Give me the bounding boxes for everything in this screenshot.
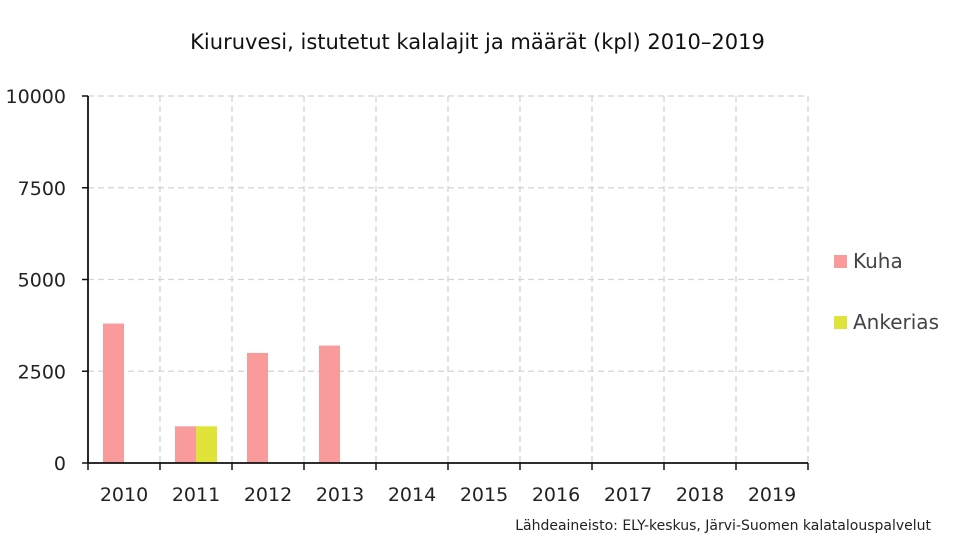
x-tick-label-2013: 2013 bbox=[316, 484, 364, 506]
gridlines bbox=[88, 95, 809, 463]
y-tick-label-3: 7500 bbox=[18, 178, 66, 200]
bar-kuha-2013 bbox=[319, 345, 340, 463]
legend-label-ankerias: Ankerias bbox=[853, 310, 939, 334]
bar-kuha-2011 bbox=[175, 426, 196, 463]
bars bbox=[103, 323, 340, 463]
bar-kuha-2012 bbox=[247, 352, 268, 463]
x-tick-label-2011: 2011 bbox=[172, 484, 220, 506]
x-tick-label-2010: 2010 bbox=[100, 484, 148, 506]
legend-item-kuha: Kuha bbox=[834, 249, 903, 273]
x-tick-label-2019: 2019 bbox=[748, 484, 796, 506]
x-tick-label-2017: 2017 bbox=[604, 484, 652, 506]
legend-swatch-kuha bbox=[834, 254, 847, 268]
tick-labels: 0 2500 5000 7500 10000 2010 2011 2012 2013 2014 20… bbox=[6, 86, 797, 506]
source-note: Lähdeaineisto: ELY-keskus, Järvi-Suomen … bbox=[515, 518, 931, 534]
y-tick-label-2: 5000 bbox=[18, 270, 66, 292]
x-tick-label-2018: 2018 bbox=[676, 484, 724, 506]
x-tick-label-2014: 2014 bbox=[388, 484, 436, 506]
y-tick-label-4: 10000 bbox=[6, 86, 66, 108]
x-tick-label-2012: 2012 bbox=[244, 484, 292, 506]
x-tick-label-2015: 2015 bbox=[460, 484, 508, 506]
bar-kuha-2010 bbox=[103, 323, 124, 463]
y-tick-label-0: 0 bbox=[54, 453, 66, 475]
y-tick-label-1: 2500 bbox=[18, 361, 66, 383]
legend-swatch-ankerias bbox=[834, 315, 847, 329]
legend-label-kuha: Kuha bbox=[853, 249, 903, 273]
chart-title: Kiuruvesi, istutetut kalalajit ja määrät… bbox=[190, 30, 765, 54]
legend-item-ankerias: Ankerias bbox=[834, 310, 939, 334]
bar-ankerias-2011 bbox=[196, 426, 217, 463]
axes bbox=[82, 95, 809, 470]
x-tick-label-2016: 2016 bbox=[532, 484, 580, 506]
